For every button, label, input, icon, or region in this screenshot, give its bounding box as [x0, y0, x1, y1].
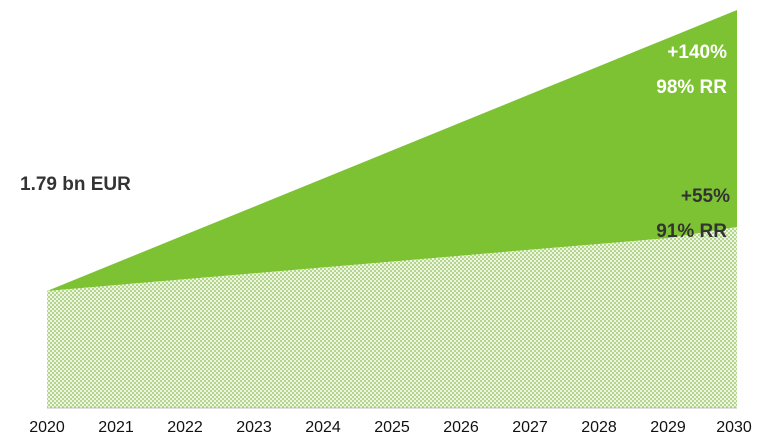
x-tick-label: 2020: [29, 419, 65, 436]
lower-growth-label: +55%: [681, 186, 730, 207]
x-tick-label: 2022: [167, 419, 203, 436]
upper-area-series: [47, 10, 737, 291]
start-value-label: 1.79 bn EUR: [20, 174, 131, 195]
x-tick-label: 2024: [305, 419, 341, 436]
x-axis-ticks: 2020 2021 2022 2023 2024 2025 2026 2027 2028 2029…: [29, 419, 752, 436]
x-tick-label: 2023: [236, 419, 272, 436]
lower-area-series: [47, 227, 737, 408]
x-tick-label: 2025: [374, 419, 410, 436]
x-tick-label: 2028: [581, 419, 617, 436]
x-tick-label: 2021: [98, 419, 134, 436]
x-tick-label: 2026: [443, 419, 479, 436]
upper-rr-label: 98% RR: [656, 77, 727, 98]
x-tick-label: 2027: [512, 419, 548, 436]
x-tick-label: 2030: [716, 419, 752, 436]
upper-growth-label: +140%: [667, 42, 727, 63]
lower-rr-label: 91% RR: [656, 221, 727, 242]
x-tick-label: 2029: [650, 419, 686, 436]
